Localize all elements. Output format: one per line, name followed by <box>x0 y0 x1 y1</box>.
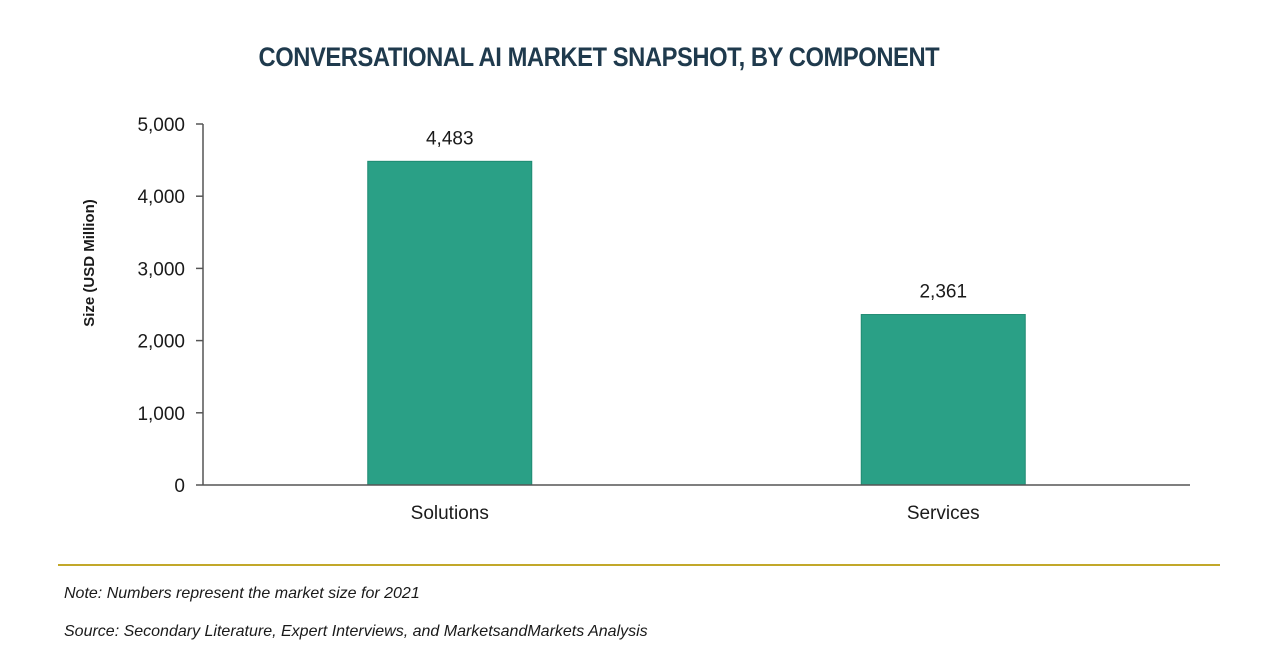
category-label-services: Services <box>907 503 980 524</box>
y-axis-title-group: Size (USD Million) <box>81 199 98 327</box>
note-text: Note: Numbers represent the market size … <box>64 585 420 602</box>
labels: 4,483 Solutions 2,361 Services <box>411 128 980 524</box>
footer-divider <box>58 564 1220 566</box>
y-tick-label: 3,000 <box>137 259 185 280</box>
y-tick-label: 4,000 <box>137 187 185 208</box>
bar-services <box>860 314 1026 486</box>
bar-solutions <box>367 160 533 486</box>
bars <box>367 160 1026 486</box>
chart-title: CONVERSATIONAL AI MARKET SNAPSHOT, BY CO… <box>258 42 940 72</box>
bar-chart: Size (USD Million) 0 1,000 2,000 3,000 4,000… <box>81 115 1190 524</box>
y-axis-title: Size (USD Million) <box>81 199 98 327</box>
y-axis-ticks: 0 1,000 2,000 3,000 4,000 5,000 <box>137 115 203 497</box>
data-label-solutions: 4,483 <box>426 128 474 149</box>
category-label-solutions: Solutions <box>411 503 489 524</box>
data-label-services: 2,361 <box>919 282 967 303</box>
y-tick-label: 1,000 <box>137 404 185 425</box>
y-tick-label: 0 <box>174 476 185 497</box>
y-tick-label: 2,000 <box>137 332 185 353</box>
y-tick-label: 5,000 <box>137 115 185 136</box>
source-text: Source: Secondary Literature, Expert Int… <box>64 623 648 640</box>
axes <box>202 124 1190 486</box>
